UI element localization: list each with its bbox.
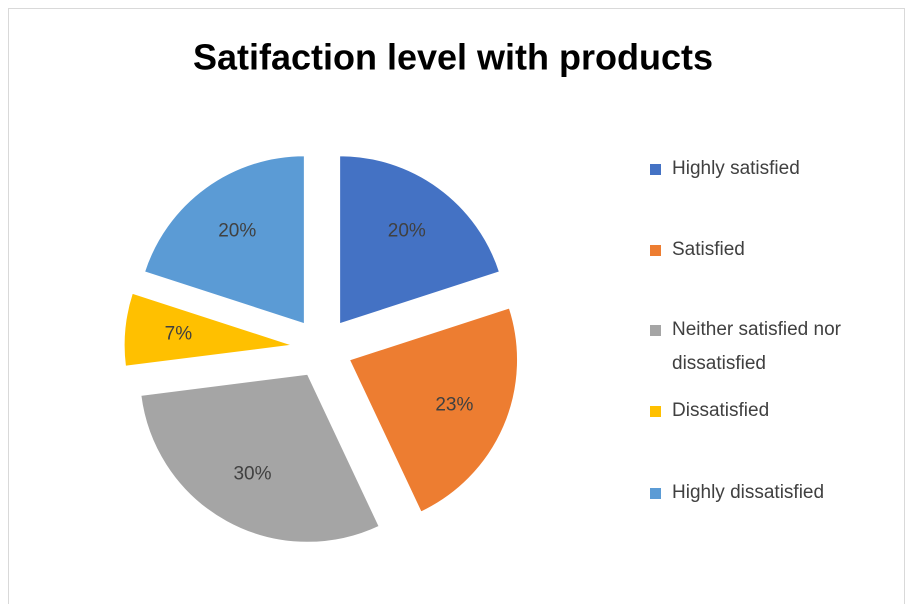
legend-swatch xyxy=(650,164,661,175)
pie-slice xyxy=(140,373,380,543)
chart-title: Satifaction level with products xyxy=(193,37,713,78)
legend-swatch xyxy=(650,325,661,336)
legend-swatch xyxy=(650,488,661,499)
legend-label: Satisfied xyxy=(672,239,745,260)
legend-label: Dissatisfied xyxy=(672,400,770,421)
pie-slice xyxy=(143,155,305,325)
legend-label: Highly satisfied xyxy=(672,158,800,179)
legend-label: Highly dissatisfied xyxy=(672,482,825,503)
data-label: 20% xyxy=(388,220,426,241)
data-label: 20% xyxy=(218,220,256,241)
pie-slice xyxy=(348,307,519,513)
legend-label: Neither satisfied nor dissatisfied xyxy=(672,319,841,374)
legend-swatch xyxy=(650,406,661,417)
data-label: 7% xyxy=(165,323,193,344)
data-label: 30% xyxy=(233,463,271,484)
data-label: 23% xyxy=(435,394,473,415)
legend-swatch xyxy=(650,245,661,256)
pie-slice xyxy=(339,155,501,325)
pie-slice xyxy=(123,292,293,367)
